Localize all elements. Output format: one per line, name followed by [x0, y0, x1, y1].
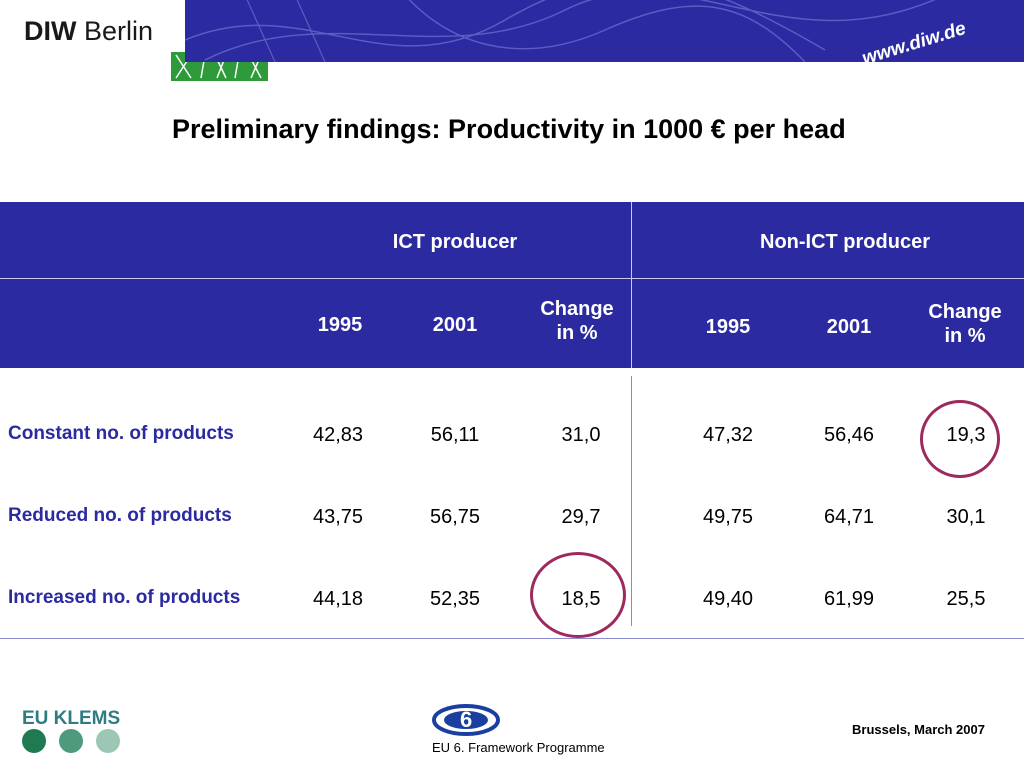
cell-constant-nonict-2001: 56,46: [823, 424, 875, 446]
cell-increased-nonict-change: 25,5: [946, 588, 986, 610]
framework-programme-text: EU 6. Framework Programme: [432, 740, 605, 755]
highlight-circle-18-5: [530, 552, 626, 638]
col-header-nonict-1995: 1995: [705, 316, 751, 338]
cell-increased-ict-1995: 44,18: [312, 588, 364, 610]
group-divider-body: [631, 376, 632, 626]
group-header-ict: ICT producer: [392, 231, 518, 253]
date-location-text: Brussels, March 2007: [852, 722, 985, 737]
header-band: www.diw.de: [185, 0, 1024, 62]
highlight-circle-19-3: [920, 400, 1000, 478]
col-header-nonict-change: Change in %: [928, 301, 1002, 347]
cell-increased-nonict-2001: 61,99: [823, 588, 875, 610]
row-label-increased: Increased no. of products: [8, 587, 241, 608]
group-divider-header: [631, 202, 632, 368]
col-header-ict-change: Change in %: [540, 298, 614, 344]
table-header-band: [0, 202, 1024, 368]
cell-constant-nonict-1995: 47,32: [702, 424, 754, 446]
col-header-ict-2001: 2001: [432, 314, 478, 336]
cell-reduced-nonict-1995: 49,75: [702, 506, 754, 528]
table-bottom-rule: [0, 638, 1024, 639]
eu-klems-dot-1: [22, 729, 46, 753]
cell-constant-ict-1995: 42,83: [312, 424, 364, 446]
table-header-separator: [0, 278, 1024, 279]
eu-klems-dot-3: [96, 729, 120, 753]
col-header-nonict-2001: 2001: [826, 316, 872, 338]
cell-reduced-nonict-2001: 64,71: [823, 506, 875, 528]
cell-increased-nonict-1995: 49,40: [702, 588, 754, 610]
eu-klems-logo: EU KLEMS: [22, 708, 121, 729]
cell-reduced-ict-change: 29,7: [561, 506, 601, 528]
cell-reduced-ict-1995: 43,75: [312, 506, 364, 528]
diw-berlin-logo: DIW Berlin: [24, 16, 154, 46]
cell-increased-ict-2001: 52,35: [429, 588, 481, 610]
cell-reduced-nonict-change: 30,1: [946, 506, 986, 528]
col-header-ict-1995: 1995: [317, 314, 363, 336]
cell-constant-ict-change: 31,0: [561, 424, 601, 446]
slide-title: Preliminary findings: Productivity in 10…: [172, 114, 846, 144]
eu-framework-logo-icon: 6: [432, 700, 500, 743]
row-label-constant: Constant no. of products: [8, 423, 234, 444]
group-header-non-ict: Non-ICT producer: [760, 231, 930, 253]
svg-text:6: 6: [460, 707, 472, 732]
cell-reduced-ict-2001: 56,75: [429, 506, 481, 528]
eu-klems-dot-2: [59, 729, 83, 753]
row-label-reduced: Reduced no. of products: [8, 505, 232, 526]
cell-constant-ict-2001: 56,11: [430, 424, 480, 446]
